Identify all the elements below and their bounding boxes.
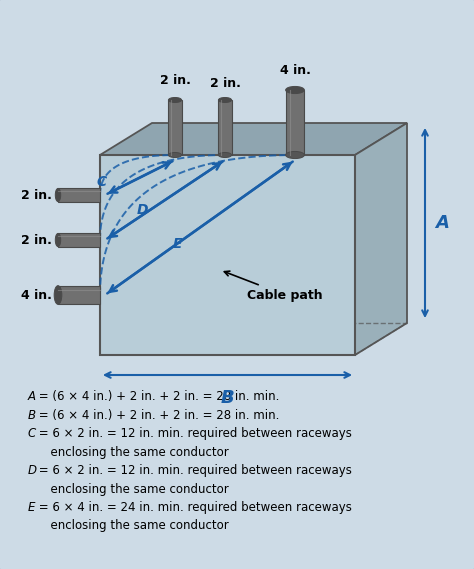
Text: C: C bbox=[97, 175, 107, 189]
Ellipse shape bbox=[219, 152, 232, 158]
Text: 2 in.: 2 in. bbox=[160, 74, 191, 87]
Text: D: D bbox=[137, 203, 148, 217]
Ellipse shape bbox=[168, 97, 182, 102]
Polygon shape bbox=[58, 233, 100, 246]
Text: enclosing the same conductor: enclosing the same conductor bbox=[28, 519, 229, 533]
Ellipse shape bbox=[219, 97, 232, 102]
Polygon shape bbox=[100, 155, 355, 355]
Ellipse shape bbox=[286, 151, 304, 159]
Polygon shape bbox=[58, 188, 100, 201]
Text: A: A bbox=[28, 390, 36, 403]
Polygon shape bbox=[100, 123, 407, 155]
Ellipse shape bbox=[54, 286, 62, 304]
Polygon shape bbox=[286, 90, 304, 155]
Text: D: D bbox=[28, 464, 37, 477]
Text: = 6 × 4 in. = 24 in. min. required between raceways: = 6 × 4 in. = 24 in. min. required betwe… bbox=[35, 501, 352, 514]
Text: 2 in.: 2 in. bbox=[210, 77, 240, 90]
Ellipse shape bbox=[286, 86, 304, 93]
Polygon shape bbox=[355, 123, 407, 355]
Text: C: C bbox=[28, 427, 36, 440]
Polygon shape bbox=[219, 100, 232, 155]
Text: = 6 × 2 in. = 12 in. min. required between raceways: = 6 × 2 in. = 12 in. min. required betwe… bbox=[35, 464, 352, 477]
Ellipse shape bbox=[55, 188, 61, 201]
Text: = (6 × 4 in.) + 2 in. + 2 in. = 28 in. min.: = (6 × 4 in.) + 2 in. + 2 in. = 28 in. m… bbox=[35, 390, 279, 403]
Polygon shape bbox=[58, 286, 100, 304]
Text: = 6 × 2 in. = 12 in. min. required between raceways: = 6 × 2 in. = 12 in. min. required betwe… bbox=[35, 427, 352, 440]
Polygon shape bbox=[168, 100, 182, 155]
Ellipse shape bbox=[168, 152, 182, 158]
Text: A: A bbox=[435, 214, 449, 232]
Text: 4 in.: 4 in. bbox=[21, 288, 52, 302]
Text: 2 in.: 2 in. bbox=[21, 188, 52, 201]
Text: enclosing the same conductor: enclosing the same conductor bbox=[28, 483, 229, 496]
Text: Cable path: Cable path bbox=[224, 271, 323, 302]
Text: 4 in.: 4 in. bbox=[280, 64, 310, 77]
Text: B: B bbox=[220, 389, 234, 407]
Text: enclosing the same conductor: enclosing the same conductor bbox=[28, 446, 229, 459]
Text: = (6 × 4 in.) + 2 in. + 2 in. = 28 in. min.: = (6 × 4 in.) + 2 in. + 2 in. = 28 in. m… bbox=[35, 409, 279, 422]
Text: E: E bbox=[173, 237, 182, 251]
Ellipse shape bbox=[55, 233, 61, 246]
Text: B: B bbox=[28, 409, 36, 422]
Text: E: E bbox=[28, 501, 36, 514]
Text: 2 in.: 2 in. bbox=[21, 233, 52, 246]
